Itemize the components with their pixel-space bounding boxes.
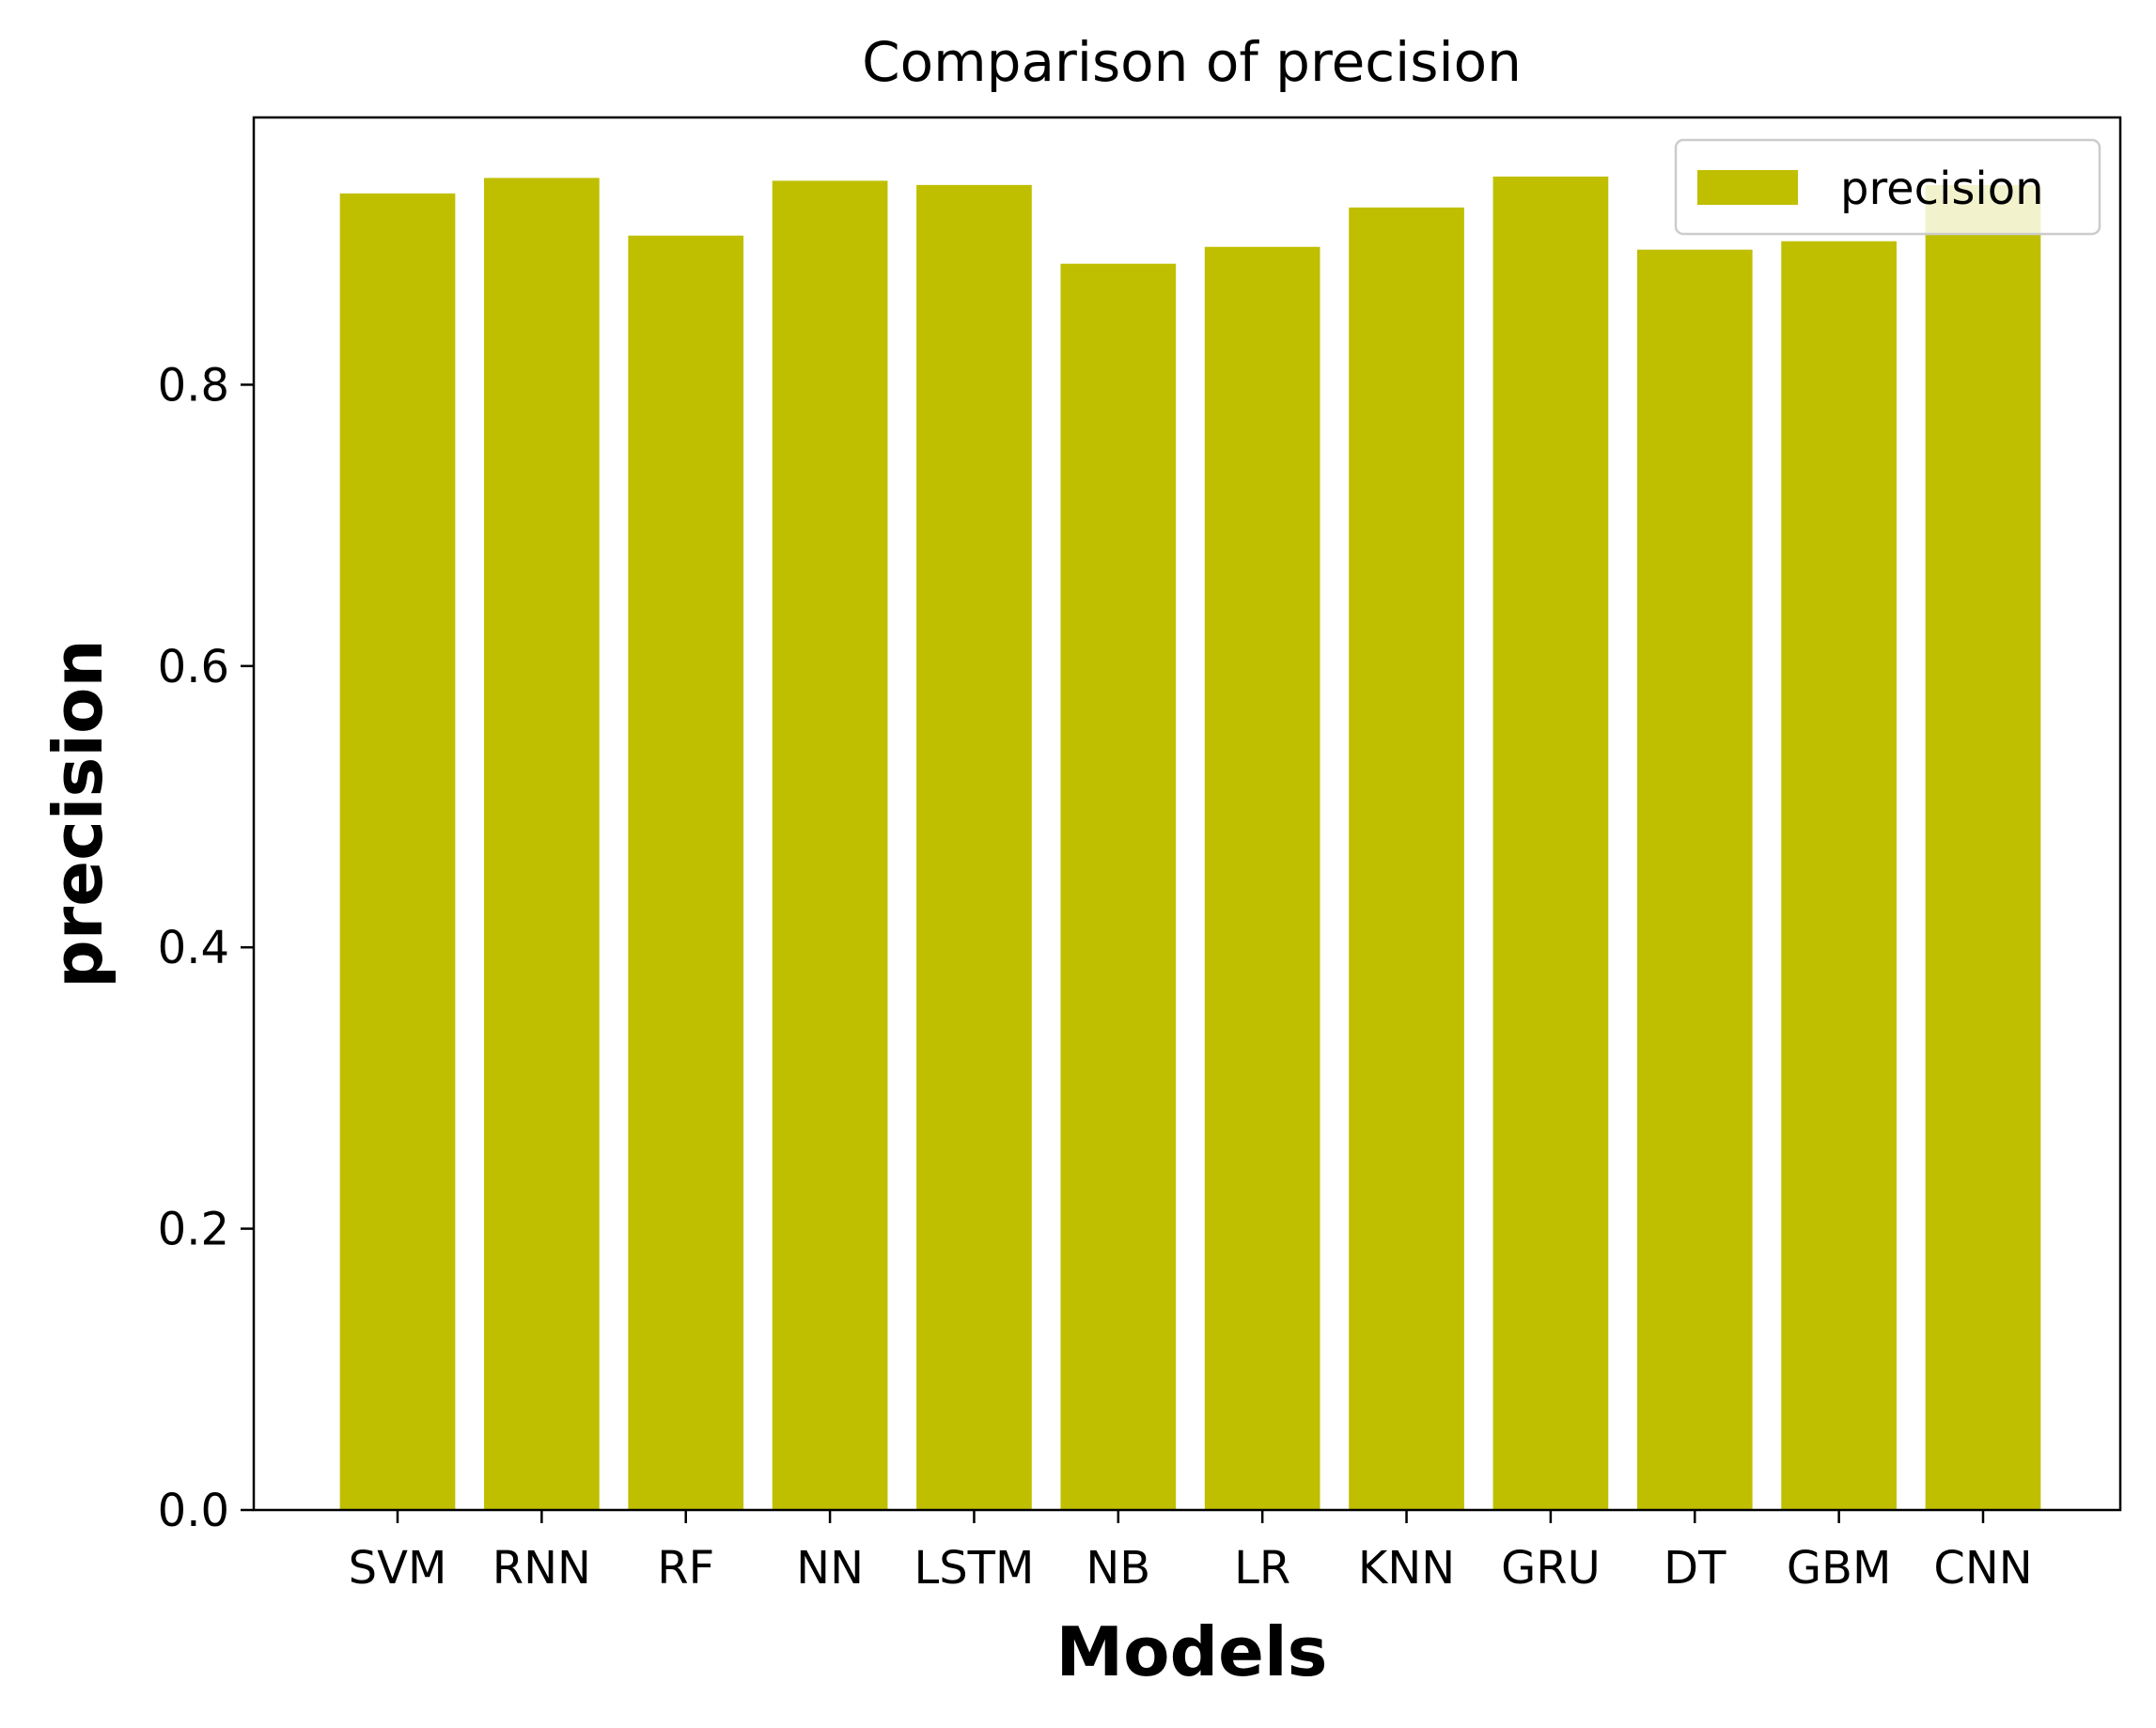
x-axis-label: Models — [1055, 1612, 1327, 1691]
x-axis-ticks: SVM RNN RF NN LSTM NB LR KNN GRU DT GBM CNN — [349, 1510, 2033, 1595]
x-tick-label: KNN — [1358, 1542, 1455, 1595]
bar-lr — [1204, 246, 1320, 1511]
x-tick-label: NN — [796, 1542, 864, 1595]
x-tick-label: SVM — [349, 1542, 447, 1595]
y-tick-label: 0.2 — [158, 1204, 229, 1256]
bar-knn — [1349, 207, 1464, 1511]
bar-dt — [1636, 249, 1753, 1511]
bar-lstm — [916, 184, 1032, 1511]
bar-gru — [1492, 176, 1609, 1511]
y-tick-label: 0.0 — [158, 1485, 229, 1537]
legend-box — [1674, 138, 2101, 236]
legend-label: precision — [1840, 163, 2044, 215]
x-tick-label: RF — [657, 1542, 714, 1595]
x-tick-label: NB — [1086, 1542, 1150, 1595]
bar-nn — [772, 180, 888, 1510]
x-tick-label: RNN — [492, 1542, 591, 1595]
y-axis-ticks: 0.0 0.2 0.4 0.6 0.8 — [158, 359, 254, 1537]
y-axis-label: precision — [39, 639, 117, 989]
bar-rf — [628, 235, 744, 1510]
plot-area-frame — [252, 116, 2122, 1512]
bars-layer — [339, 176, 2041, 1511]
x-tick-label: GRU — [1501, 1542, 1601, 1595]
y-tick-label: 0.6 — [158, 641, 229, 693]
bar-nb — [1060, 263, 1177, 1511]
bar-gbm — [1781, 241, 1897, 1510]
x-tick-label: LSTM — [914, 1542, 1034, 1595]
bar-cnn — [1925, 184, 2041, 1511]
x-tick-label: CNN — [1933, 1542, 2032, 1595]
y-tick-label: 0.8 — [158, 359, 229, 412]
x-tick-label: GBM — [1787, 1542, 1892, 1595]
bar-svm — [339, 193, 456, 1510]
x-tick-label: DT — [1664, 1542, 1726, 1595]
y-tick-label: 0.4 — [158, 922, 229, 974]
bar-rnn — [484, 178, 600, 1511]
legend-swatch — [1697, 170, 1798, 205]
x-tick-label: LR — [1234, 1542, 1290, 1595]
chart-title: Comparison of precision — [862, 30, 1522, 94]
legend: precision — [1674, 138, 2101, 236]
